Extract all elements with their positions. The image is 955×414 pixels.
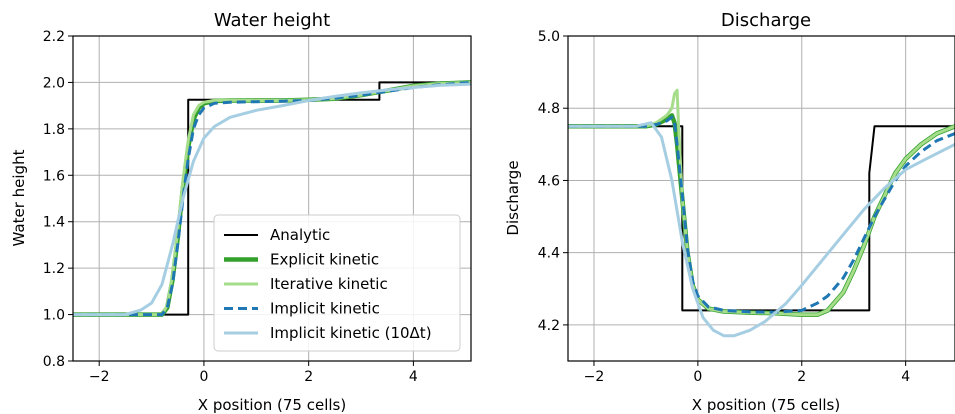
water-height-chart: Water height X position (75 cells) Water… bbox=[10, 10, 472, 414]
y-axis-label: Discharge bbox=[504, 160, 522, 235]
y-tick-label: 1.4 bbox=[43, 215, 65, 231]
discharge-chart: Discharge X position (75 cells) Discharg… bbox=[504, 10, 955, 414]
series-line-implicit-kinetic-10-t bbox=[73, 82, 471, 317]
series-line-iterative-kinetic bbox=[568, 88, 955, 317]
x-axis-label: X position (75 cells) bbox=[198, 396, 346, 414]
y-tick-label: 1.8 bbox=[43, 122, 65, 138]
x-tick-label: −2 bbox=[584, 369, 605, 385]
x-tick-label: 0 bbox=[693, 369, 702, 385]
chart-title: Discharge bbox=[721, 10, 811, 31]
y-tick-label: 5.0 bbox=[538, 29, 560, 45]
series-line-analytic bbox=[568, 125, 955, 312]
legend-label: Implicit kinetic (10Δt) bbox=[270, 324, 432, 342]
legend-frame bbox=[213, 214, 461, 352]
y-tick-label: 0.8 bbox=[43, 354, 65, 370]
series-line-implicit-kinetic bbox=[73, 80, 471, 317]
x-tick-label: 0 bbox=[199, 369, 208, 385]
plot-frame bbox=[567, 35, 955, 362]
series-group bbox=[568, 88, 955, 338]
y-tick-label: 2.2 bbox=[43, 29, 65, 45]
series-line-implicit-kinetic-10-t bbox=[568, 121, 955, 338]
y-axis-label: Water height bbox=[10, 149, 28, 246]
plot-frame bbox=[72, 35, 472, 362]
y-tick-label: 4.2 bbox=[538, 318, 560, 334]
y-tick-label: 1.0 bbox=[43, 308, 65, 324]
x-tick-label: −2 bbox=[89, 369, 110, 385]
legend: Analytic Explicit kinetic Iterative kineti… bbox=[213, 214, 461, 352]
y-tick-label: 1.6 bbox=[43, 168, 65, 184]
chart-title: Water height bbox=[214, 10, 330, 31]
legend-label: Explicit kinetic bbox=[270, 251, 379, 269]
y-tick-label: 1.2 bbox=[43, 261, 65, 277]
y-tick-label: 4.8 bbox=[538, 101, 560, 117]
y-tick-label: 2.0 bbox=[43, 75, 65, 91]
x-tick-label: 2 bbox=[304, 369, 313, 385]
legend-label: Analytic bbox=[270, 226, 330, 244]
series-line-explicit-kinetic bbox=[568, 113, 955, 318]
y-tick-label: 4.4 bbox=[538, 246, 560, 262]
x-tick-label: 4 bbox=[901, 369, 910, 385]
x-axis-label: X position (75 cells) bbox=[692, 396, 840, 414]
legend-label: Iterative kinetic bbox=[270, 275, 388, 293]
x-tick-label: 4 bbox=[409, 369, 418, 385]
y-tick-label: 4.6 bbox=[538, 173, 560, 189]
series-group bbox=[73, 80, 471, 317]
x-tick-label: 2 bbox=[797, 369, 806, 385]
series-line-implicit-kinetic bbox=[568, 115, 955, 314]
legend-label: Implicit kinetic bbox=[270, 300, 380, 318]
